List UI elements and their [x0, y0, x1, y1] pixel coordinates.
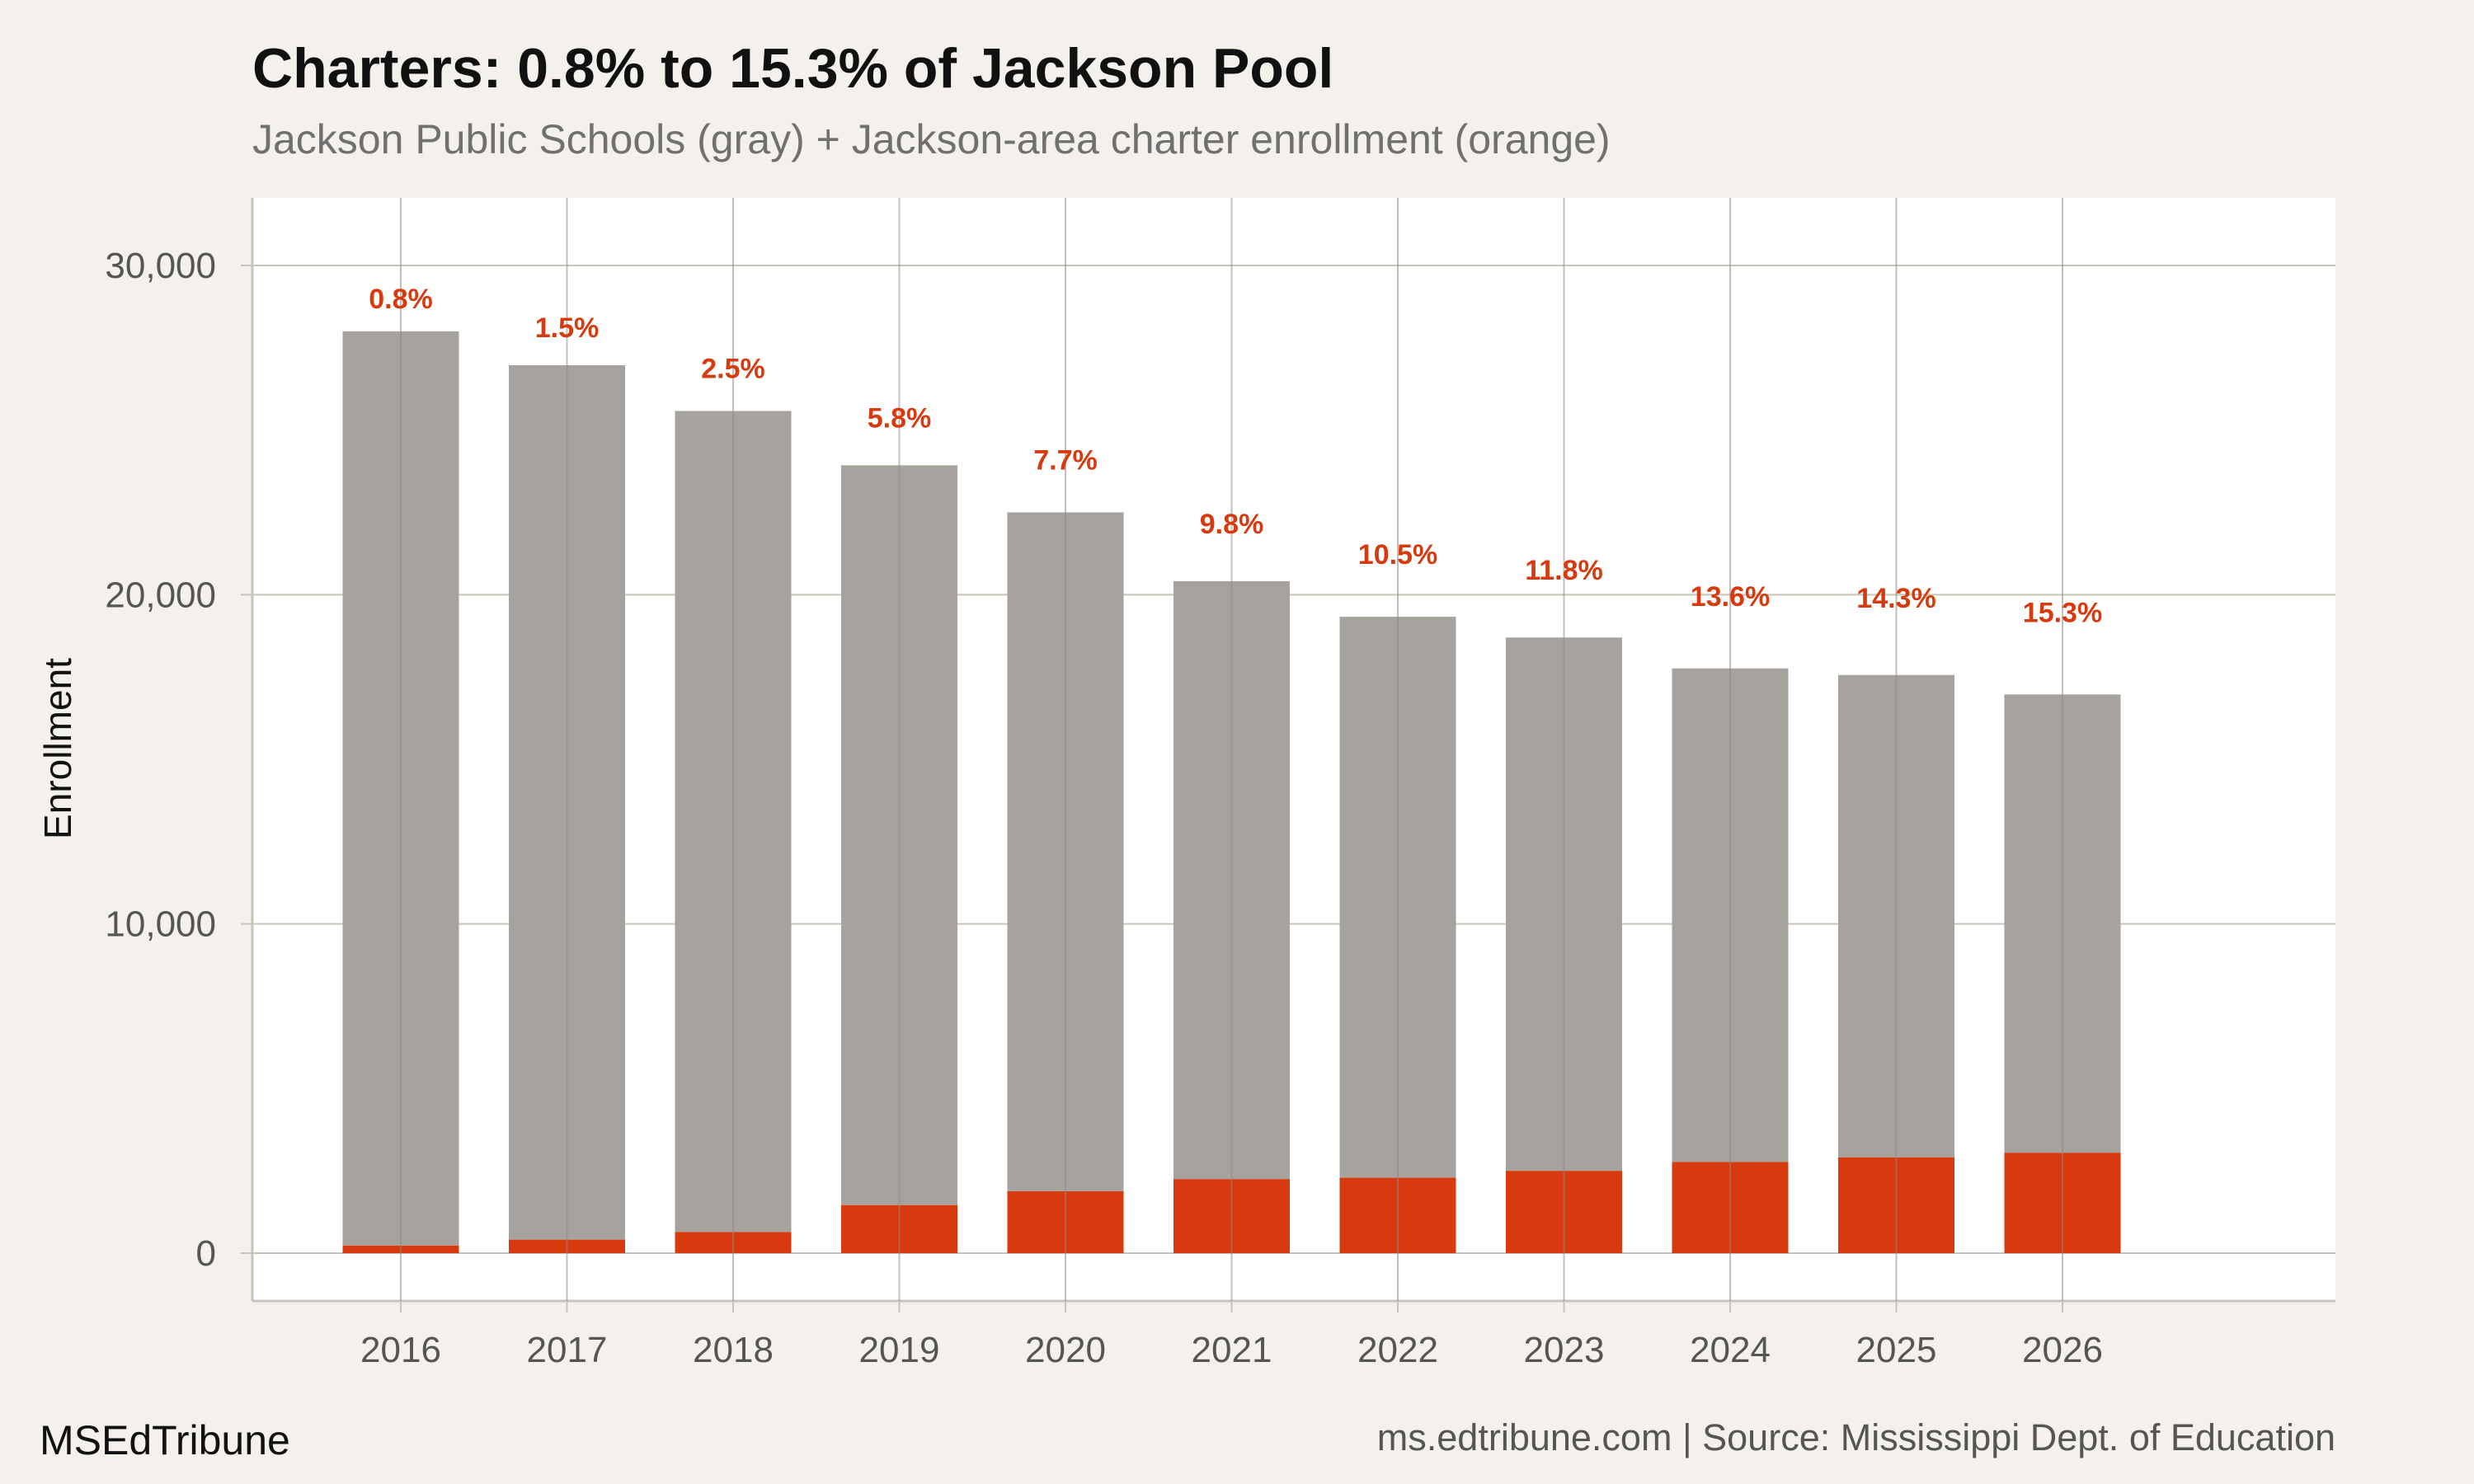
x-tick-label: 2019	[859, 1330, 940, 1370]
x-tick-label: 2016	[360, 1330, 441, 1370]
y-tick-label: 0	[196, 1233, 216, 1274]
data-label: 7.7%	[1033, 445, 1098, 477]
x-tick-label: 2022	[1357, 1330, 1438, 1370]
y-tick-label: 20,000	[105, 575, 216, 615]
chart-subtitle: Jackson Public Schools (gray) + Jackson-…	[252, 116, 1611, 162]
x-tick-label: 2021	[1192, 1330, 1272, 1370]
brand-logo-text: MSEdTribune	[40, 1417, 290, 1463]
data-label: 2.5%	[701, 354, 765, 385]
x-tick-label: 2020	[1025, 1330, 1106, 1370]
x-tick-label: 2025	[1856, 1330, 1937, 1370]
x-tick-label: 2026	[2022, 1330, 2103, 1370]
y-tick-label: 30,000	[105, 246, 216, 286]
y-tick-label: 10,000	[105, 904, 216, 945]
y-axis-title: Enrollment	[36, 658, 79, 839]
data-label: 0.8%	[369, 284, 433, 315]
chart-title: Charters: 0.8% to 15.3% of Jackson Pool	[252, 37, 1334, 100]
data-label: 5.8%	[868, 402, 932, 434]
source-credit: ms.edtribune.com | Source: Mississippi D…	[1376, 1416, 2335, 1458]
x-tick-label: 2018	[693, 1330, 774, 1370]
data-label: 13.6%	[1691, 581, 1770, 613]
x-tick-label: 2024	[1690, 1330, 1771, 1370]
x-tick-label: 2023	[1524, 1330, 1605, 1370]
data-label: 11.8%	[1525, 555, 1603, 586]
data-label: 9.8%	[1200, 509, 1264, 540]
data-label: 15.3%	[2023, 597, 2102, 628]
x-tick-label: 2017	[527, 1330, 608, 1370]
data-label: 1.5%	[535, 312, 600, 344]
data-label: 10.5%	[1358, 539, 1437, 571]
data-label: 14.3%	[1856, 583, 1935, 614]
